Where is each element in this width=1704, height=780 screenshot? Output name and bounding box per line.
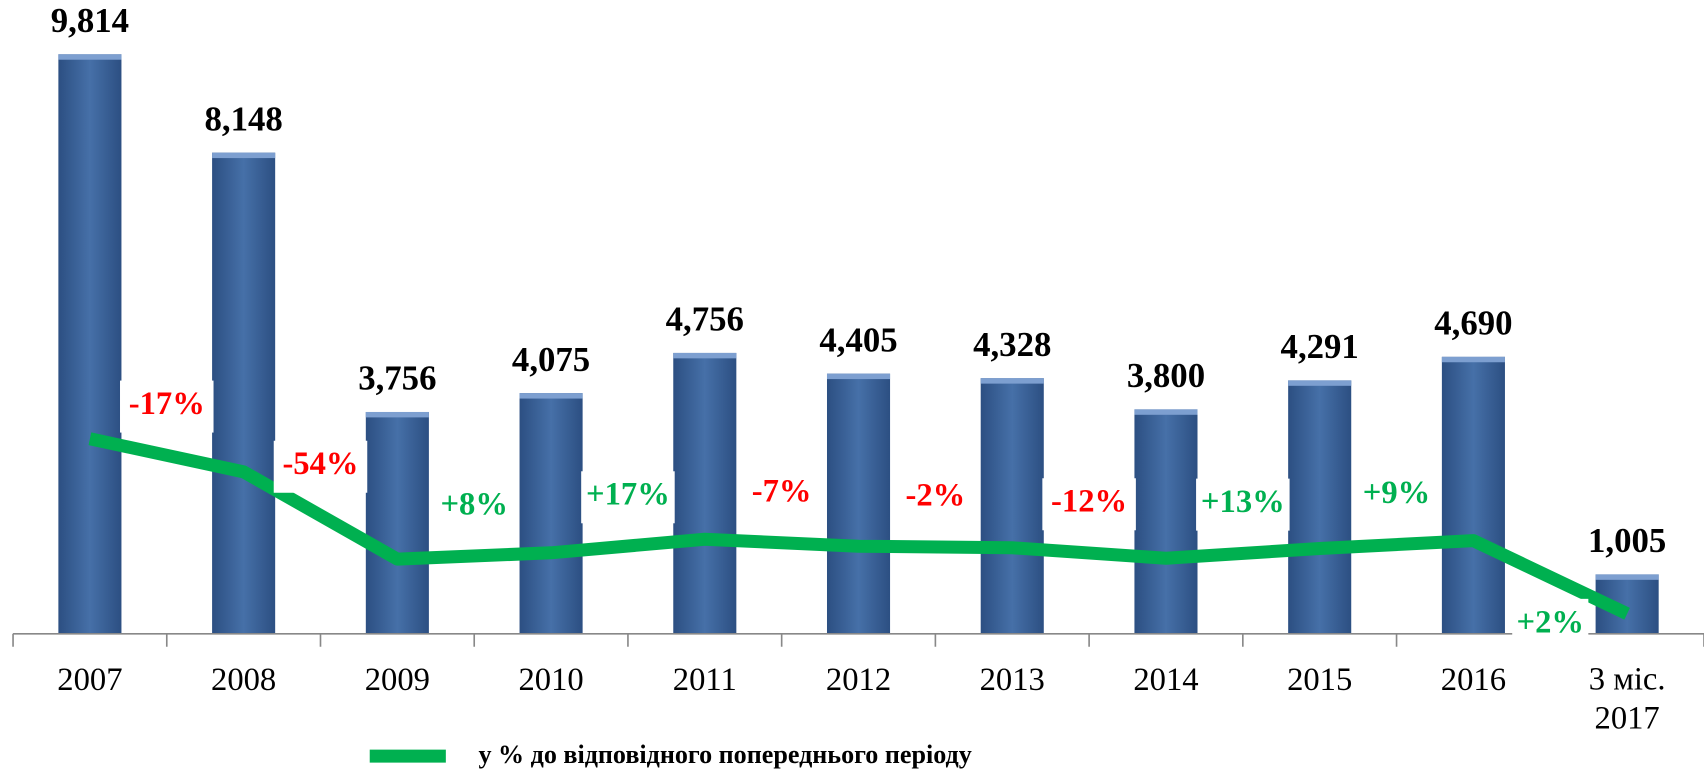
value-label: 1,005 <box>1588 521 1666 560</box>
x-tick-label: 2011 <box>673 662 737 698</box>
value-label: 3,756 <box>358 359 436 398</box>
bar-bevel <box>212 152 276 159</box>
bar-bevel <box>673 352 737 359</box>
bar-bevel <box>519 393 583 399</box>
change-label: -2% <box>905 478 965 514</box>
bar <box>673 352 737 634</box>
x-tick-label: 2012 <box>826 662 891 698</box>
change-label: -7% <box>752 474 812 510</box>
bar <box>1134 409 1198 634</box>
x-tick-label: 3 міс. 2017 <box>1589 662 1666 737</box>
value-label: 8,148 <box>204 99 282 138</box>
change-label-box <box>1042 478 1136 531</box>
change-label-box <box>743 467 820 520</box>
change-label: +17% <box>586 477 670 513</box>
line-series <box>88 432 1630 620</box>
value-label: 3,800 <box>1127 356 1205 395</box>
x-tick-label: 2016 <box>1441 662 1506 698</box>
x-tick-label: 2010 <box>518 662 583 698</box>
change-label-box <box>1512 598 1589 651</box>
bar <box>212 152 276 634</box>
value-label: 4,690 <box>1434 304 1512 343</box>
change-label: -17% <box>129 386 205 422</box>
bar <box>365 411 429 634</box>
change-label-box <box>1196 478 1290 531</box>
bar-bevel <box>1134 409 1198 415</box>
bar <box>980 378 1044 634</box>
change-label: -54% <box>282 446 358 482</box>
change-label: +2% <box>1517 604 1585 640</box>
change-label-box <box>273 440 368 493</box>
x-tick-label: 2007 <box>57 662 122 698</box>
x-tick-label: 2009 <box>365 662 430 698</box>
x-tick-label: 2015 <box>1287 662 1352 698</box>
value-label: 4,291 <box>1281 327 1359 366</box>
change-label: +13% <box>1201 484 1285 520</box>
value-label: 9,814 <box>51 1 129 40</box>
change-label-box <box>120 380 214 433</box>
legend-label: у % до відповідного попереднього періоду <box>478 740 971 769</box>
bar <box>519 393 583 634</box>
x-tick-label: 2013 <box>980 662 1045 698</box>
bar-bevel <box>980 378 1044 384</box>
bar <box>826 373 891 634</box>
value-label: 4,328 <box>973 325 1051 364</box>
bar-bevel <box>1595 574 1659 580</box>
value-label: 4,075 <box>512 340 590 379</box>
change-label-box <box>1358 469 1435 522</box>
bar <box>58 54 122 634</box>
bar-bevel <box>365 411 429 418</box>
bar <box>1441 356 1505 634</box>
value-label: 4,756 <box>666 300 744 339</box>
change-label: +8% <box>440 487 508 523</box>
x-tick-label: 2008 <box>211 662 276 698</box>
change-label-box <box>897 472 974 525</box>
x-tick-label: 2014 <box>1133 662 1198 698</box>
change-label-box <box>581 471 675 524</box>
value-label: 4,405 <box>819 320 897 359</box>
change-label: +9% <box>1363 475 1431 511</box>
bar <box>1288 380 1352 634</box>
bar-bevel <box>58 54 122 60</box>
change-label-box <box>436 481 513 534</box>
bar-bevel <box>1288 380 1352 386</box>
change-label: -12% <box>1051 484 1127 520</box>
bar-bevel <box>826 373 891 380</box>
bar-bevel <box>1441 356 1505 363</box>
